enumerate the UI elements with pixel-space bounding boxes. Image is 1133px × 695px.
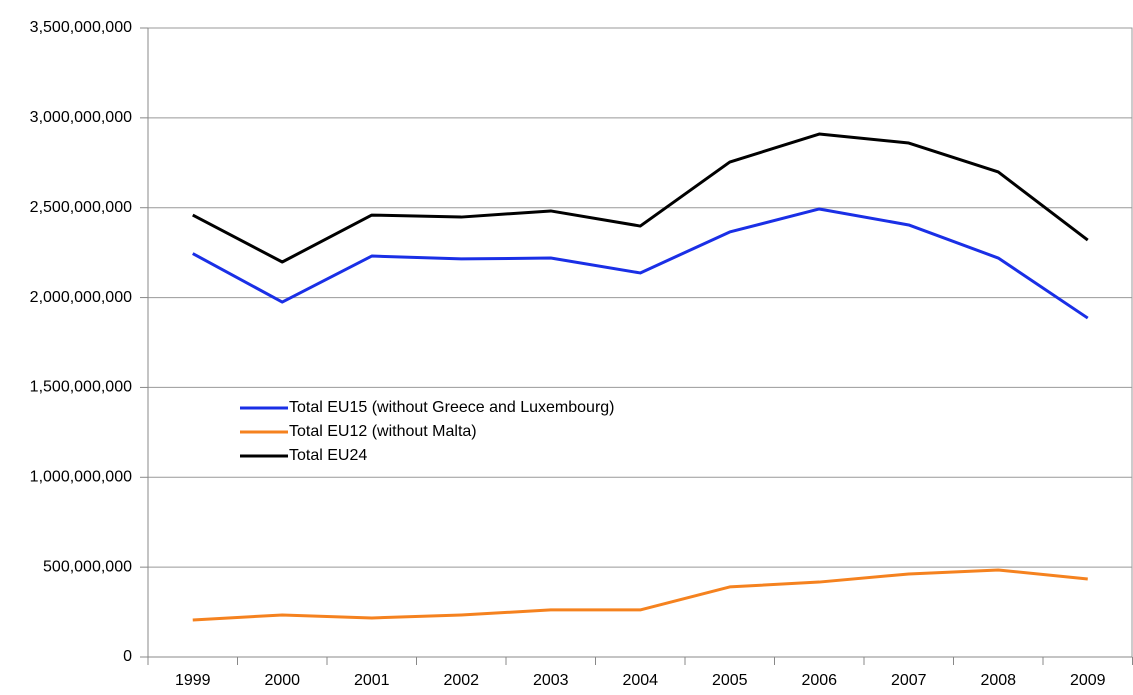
x-tick-label: 2008 (980, 672, 1016, 689)
x-tick-label: 2005 (712, 672, 748, 689)
legend-label: Total EU15 (without Greece and Luxembour… (289, 399, 615, 416)
y-tick-label: 0 (123, 648, 132, 665)
x-tick-label: 2009 (1070, 672, 1106, 689)
x-tick-label: 2006 (801, 672, 837, 689)
y-tick-label: 500,000,000 (43, 558, 132, 575)
y-tick-label: 2,000,000,000 (30, 289, 132, 306)
x-tick-label: 2002 (443, 672, 479, 689)
legend-label: Total EU24 (289, 447, 367, 464)
y-tick-label: 1,000,000,000 (30, 469, 132, 486)
y-tick-label: 1,500,000,000 (30, 379, 132, 396)
x-tick-label: 1999 (175, 672, 211, 689)
series-line (192, 132, 1089, 264)
legend-label: Total EU12 (without Malta) (289, 423, 477, 440)
series-line (192, 207, 1089, 320)
x-tick-label: 2007 (891, 672, 927, 689)
x-tick-label: 2004 (622, 672, 658, 689)
x-tick-label: 2003 (533, 672, 569, 689)
x-tick-label: 2001 (354, 672, 390, 689)
y-tick-label: 3,500,000,000 (30, 19, 132, 36)
series-line (192, 568, 1088, 622)
x-tick-label: 2000 (264, 672, 300, 689)
y-tick-label: 3,000,000,000 (30, 109, 132, 126)
y-tick-label: 2,500,000,000 (30, 199, 132, 216)
